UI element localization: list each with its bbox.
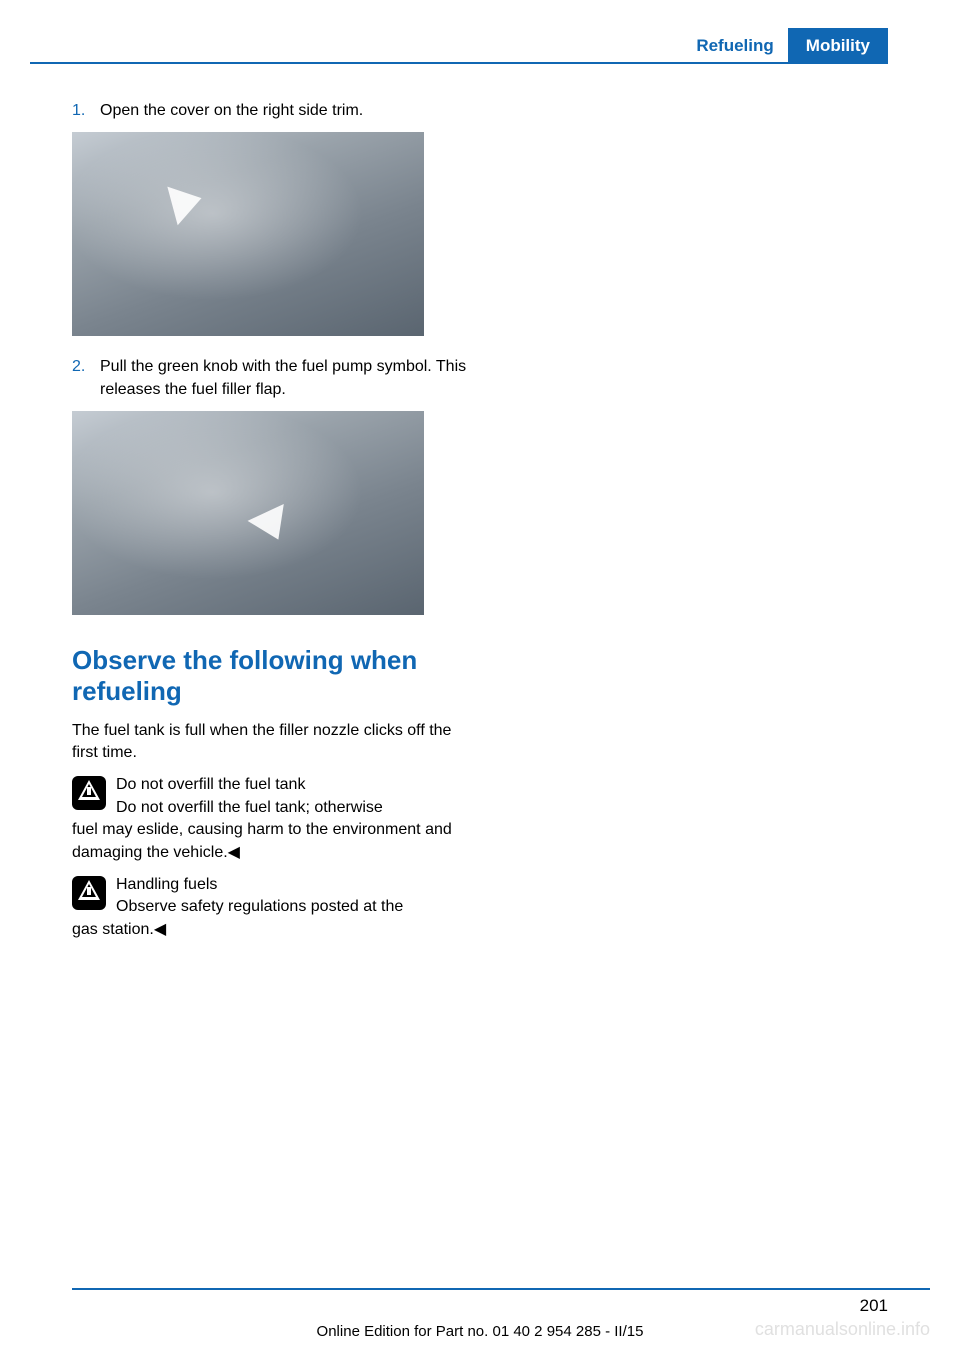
warning-block: Handling fuels Observe safety regulation… <box>72 874 472 941</box>
photo-background <box>72 132 424 336</box>
warning-title: Handling fuels <box>116 876 217 893</box>
warning-body: Observe safety regulations posted at the <box>116 898 403 915</box>
page-number: 201 <box>860 1296 888 1316</box>
section-heading: Observe the following when refueling <box>72 645 472 707</box>
page-header: Refueling Mobility <box>682 28 888 64</box>
step-number: 2. <box>72 356 100 401</box>
warning-continuation: fuel may eslide, causing harm to the env… <box>72 819 472 864</box>
photo-background <box>72 411 424 615</box>
warning-body: Do not overfill the fuel tank; otherwise <box>116 799 383 816</box>
warning-row: Handling fuels Observe safety regulation… <box>72 874 472 919</box>
main-content: 1. Open the cover on the right side trim… <box>72 100 472 951</box>
warning-title: Do not overfill the fuel tank <box>116 776 305 793</box>
header-section-label: Refueling <box>682 28 787 64</box>
warning-icon <box>72 776 106 810</box>
instruction-photo-1 <box>72 132 424 336</box>
warning-icon <box>72 876 106 910</box>
footer-text: Online Edition for Part no. 01 40 2 954 … <box>0 1323 960 1340</box>
warning-continuation: gas station.◀ <box>72 919 472 941</box>
step-number: 1. <box>72 100 100 122</box>
instruction-photo-2 <box>72 411 424 615</box>
step-text: Open the cover on the right side trim. <box>100 100 472 122</box>
warning-block: Do not overfill the fuel tank Do not ove… <box>72 774 472 864</box>
step-text: Pull the green knob with the fuel pump s… <box>100 356 472 401</box>
header-divider <box>30 62 888 64</box>
header-chapter-label: Mobility <box>788 28 888 64</box>
warning-text: Handling fuels Observe safety regulation… <box>116 874 472 919</box>
warning-dot <box>87 897 91 900</box>
warning-row: Do not overfill the fuel tank Do not ove… <box>72 774 472 819</box>
warning-dot <box>87 797 91 800</box>
step-item: 1. Open the cover on the right side trim… <box>72 100 472 122</box>
warning-exclaim <box>87 787 91 795</box>
step-item: 2. Pull the green knob with the fuel pum… <box>72 356 472 401</box>
warning-exclaim <box>87 887 91 895</box>
footer-divider <box>72 1288 930 1290</box>
warning-text: Do not overfill the fuel tank Do not ove… <box>116 774 472 819</box>
intro-paragraph: The fuel tank is full when the filler no… <box>72 720 472 765</box>
